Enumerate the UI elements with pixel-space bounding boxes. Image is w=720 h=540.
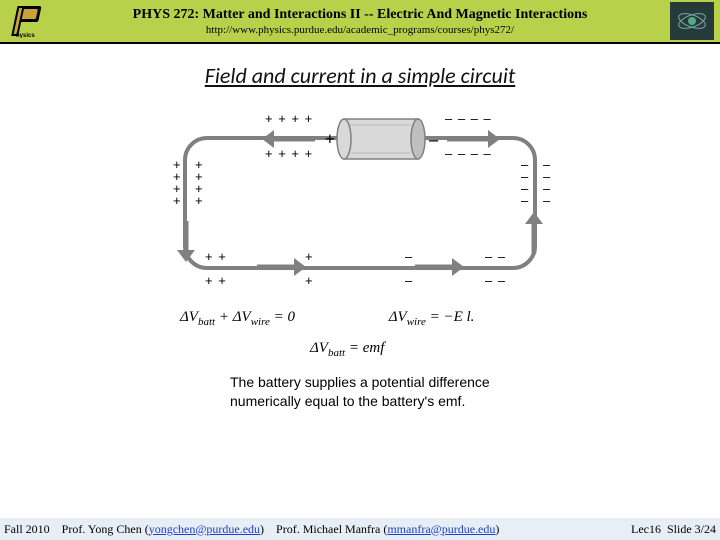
course-title: PHYS 272: Matter and Interactions II -- … [50, 7, 670, 23]
svg-text:–: – [543, 193, 551, 208]
svg-text:+: + [173, 193, 182, 208]
footer-lecture: Lec16 [631, 522, 661, 536]
svg-text:–: – [405, 273, 413, 288]
footer-right: Lec16 Slide 3/24 [631, 522, 716, 537]
svg-text:–: – [405, 249, 413, 264]
caption-line2: numerically equal to the battery's emf. [230, 392, 560, 411]
svg-text:– –: – – [485, 273, 506, 288]
footer-term: Fall 2010 [4, 522, 50, 537]
svg-text:–: – [428, 129, 439, 149]
header-emblem [670, 2, 714, 40]
purdue-logo: hysics [6, 2, 50, 40]
svg-text:+: + [305, 249, 314, 264]
svg-text:– – – –: – – – – [445, 111, 492, 126]
caption-line1: The battery supplies a potential differe… [230, 373, 560, 392]
footer-slide: Slide 3/24 [667, 522, 716, 536]
prof2-suffix: ) [495, 522, 499, 537]
svg-text:+ +: + + [205, 273, 227, 288]
equation-1: ΔVbatt + ΔVwire = 0 ΔVwire = −E l. [180, 309, 474, 328]
equations-block: ΔVbatt + ΔVwire = 0 ΔVwire = −E l. ΔVbat… [310, 303, 720, 359]
svg-text:+: + [325, 129, 335, 149]
circuit-diagram: +–+ + + ++ + + +– – – –– – – –++++++++––… [155, 103, 565, 293]
svg-text:+ + + +: + + + + [265, 146, 313, 161]
diagram-container: +–+ + + ++ + + +– – – –– – – –++++++++––… [0, 103, 720, 293]
svg-text:+ +: + + [205, 249, 227, 264]
footer-bar: Fall 2010 Prof. Yong Chen (yongchen@purd… [0, 518, 720, 540]
svg-text:hysics: hysics [16, 33, 35, 38]
prof1-email-link[interactable]: yongchen@purdue.edu [149, 522, 260, 537]
prof1-prefix: Prof. Yong Chen ( [62, 522, 149, 537]
prof1-suffix: ) [260, 522, 264, 537]
svg-text:+: + [195, 193, 204, 208]
svg-text:– – – –: – – – – [445, 146, 492, 161]
prof2-email-link[interactable]: mmanfra@purdue.edu [387, 522, 495, 537]
equation-2: ΔVbatt = emf [310, 340, 720, 359]
svg-text:+: + [305, 273, 314, 288]
slide-title: Field and current in a simple circuit [0, 62, 720, 89]
course-url: http://www.physics.purdue.edu/academic_p… [50, 24, 670, 36]
slide-title-text: Field and current in a simple circuit [205, 62, 516, 89]
header-bar: hysics PHYS 272: Matter and Interactions… [0, 0, 720, 44]
header-text: PHYS 272: Matter and Interactions II -- … [50, 7, 670, 36]
prof2-prefix: Prof. Michael Manfra ( [276, 522, 387, 537]
caption-text: The battery supplies a potential differe… [230, 373, 560, 411]
svg-text:–: – [521, 193, 529, 208]
svg-text:– –: – – [485, 249, 506, 264]
svg-text:+ + + +: + + + + [265, 111, 313, 126]
